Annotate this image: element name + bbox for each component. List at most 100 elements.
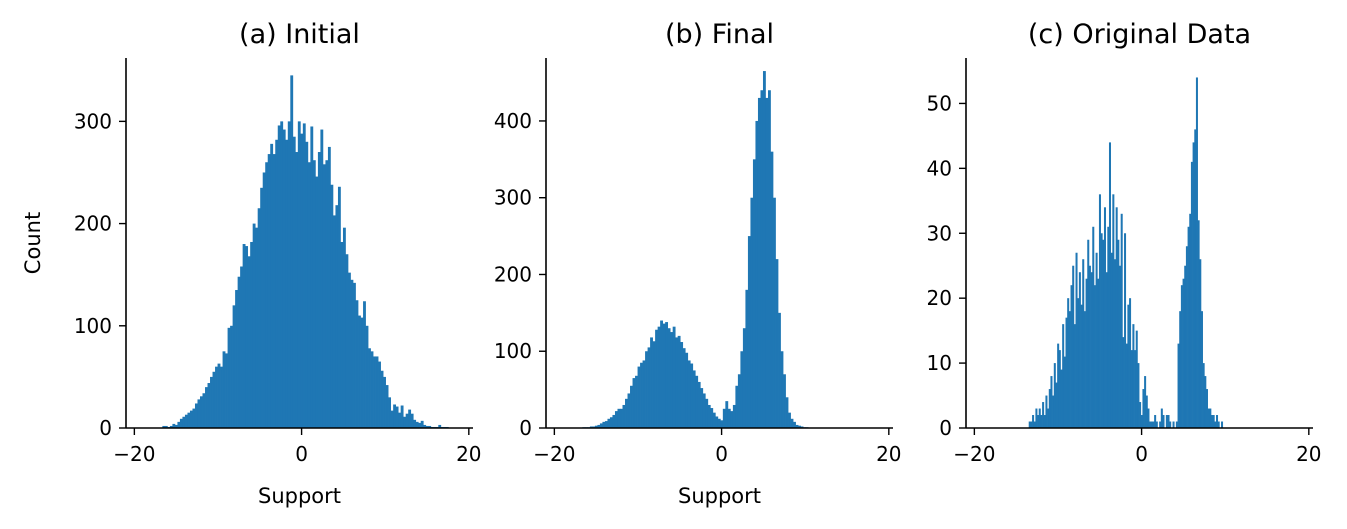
histogram-bar xyxy=(645,351,648,428)
histogram-bar xyxy=(609,417,613,428)
histogram-bar xyxy=(720,420,724,428)
histogram-bar xyxy=(1145,395,1148,428)
histogram-bar xyxy=(1073,324,1076,428)
histogram-bar xyxy=(1216,415,1219,428)
histogram-bar xyxy=(747,236,751,428)
histogram-bar xyxy=(1114,259,1117,428)
histogram-bar xyxy=(1205,389,1208,428)
histogram-bar xyxy=(793,421,796,428)
histogram-bar xyxy=(775,259,779,428)
histogram-bar xyxy=(1048,389,1051,428)
histogram-bar xyxy=(1030,421,1033,428)
histogram-bar xyxy=(1053,363,1056,428)
histogram-bar xyxy=(342,227,346,428)
chart-title: (b) Final xyxy=(665,19,774,50)
histogram-bar xyxy=(189,410,193,428)
x-tick-label: 20 xyxy=(876,442,901,466)
histogram-bar xyxy=(727,408,731,428)
histogram-bar xyxy=(1032,415,1035,428)
histogram-bar xyxy=(1085,278,1088,428)
histogram-bar xyxy=(388,397,391,428)
histogram-bar xyxy=(682,348,686,428)
histogram-bar xyxy=(322,164,326,429)
histogram-bar xyxy=(762,71,766,429)
histogram-bar xyxy=(210,376,213,428)
histogram-bar xyxy=(1102,239,1105,428)
histogram-bar xyxy=(757,97,761,429)
histogram-bar xyxy=(617,408,621,428)
histogram-bar xyxy=(1057,343,1060,428)
histogram-bar xyxy=(1177,343,1180,428)
histogram-bar xyxy=(187,412,191,428)
histogram-bar xyxy=(657,326,661,428)
histogram-bar xyxy=(740,351,744,428)
histogram-bar xyxy=(1217,421,1220,428)
histogram-bar xyxy=(1038,408,1041,428)
histogram-bar xyxy=(378,361,381,428)
histogram-bar xyxy=(393,404,397,428)
histogram-bar xyxy=(680,342,684,428)
histogram-bar xyxy=(1117,239,1120,428)
histogram-bar xyxy=(1165,415,1168,428)
histogram-bar xyxy=(179,418,183,428)
histogram-bar xyxy=(725,401,729,428)
histogram-bar xyxy=(348,272,351,428)
histogram-bar xyxy=(220,366,223,428)
histogram-bar xyxy=(737,374,741,428)
histogram-bar xyxy=(637,366,641,428)
histogram-bar xyxy=(1140,415,1143,428)
histogram-bar xyxy=(1142,389,1145,428)
histogram-bar xyxy=(1058,350,1061,428)
histogram-bar xyxy=(320,129,324,429)
histogram-bar xyxy=(1127,304,1130,428)
histogram-bar xyxy=(1119,265,1122,428)
histogram-bar xyxy=(390,410,394,428)
x-tick-label: 0 xyxy=(1135,442,1148,466)
histogram-bar xyxy=(1199,259,1202,428)
histogram-bar xyxy=(665,322,669,428)
histogram-bar xyxy=(232,305,236,428)
histogram-bar xyxy=(415,421,419,428)
histogram-bar xyxy=(363,301,366,428)
histogram-bar xyxy=(262,172,266,428)
chart-title: (c) Original Data xyxy=(1028,19,1251,50)
histogram-bar xyxy=(1135,330,1138,428)
histogram-bar xyxy=(335,205,339,428)
histogram-bar xyxy=(1067,298,1070,428)
histogram-bar xyxy=(1137,363,1140,428)
histogram-bar xyxy=(1088,265,1091,428)
histogram-bar xyxy=(230,325,233,428)
histogram-bar xyxy=(182,416,186,428)
histogram-bar xyxy=(207,383,211,428)
histogram-bar xyxy=(310,126,314,428)
y-tick-label: 200 xyxy=(74,212,112,236)
histogram-bar xyxy=(702,393,706,428)
histogram-bar xyxy=(1063,356,1066,428)
histogram-bar xyxy=(332,215,336,428)
histogram-bar xyxy=(1082,259,1085,428)
histogram-bar xyxy=(1098,194,1101,428)
histogram-bar xyxy=(1095,252,1098,428)
histogram-bar xyxy=(1214,421,1217,428)
histogram-bar xyxy=(365,325,369,428)
histogram-bar xyxy=(358,315,361,428)
histogram-bar xyxy=(418,422,422,428)
histogram-bar xyxy=(1155,421,1158,428)
histogram-bar xyxy=(295,152,299,428)
histogram-bar xyxy=(632,378,636,428)
histogram-bar xyxy=(1149,421,1152,428)
histogram-bar xyxy=(642,360,646,428)
histogram-bar xyxy=(1130,350,1133,428)
histogram-bar xyxy=(212,371,216,428)
histogram-bar xyxy=(360,317,364,428)
x-tick-label: 20 xyxy=(456,442,481,466)
histogram-bar xyxy=(798,425,801,428)
histogram-bar xyxy=(375,356,379,428)
histogram-bar xyxy=(660,320,663,428)
histogram-bar xyxy=(1197,220,1200,428)
histogram-bar xyxy=(620,408,623,428)
histogram-bar xyxy=(1045,395,1048,428)
histogram-bar xyxy=(1080,304,1083,428)
histogram-bar xyxy=(398,412,402,428)
histogram-bar xyxy=(640,362,643,428)
